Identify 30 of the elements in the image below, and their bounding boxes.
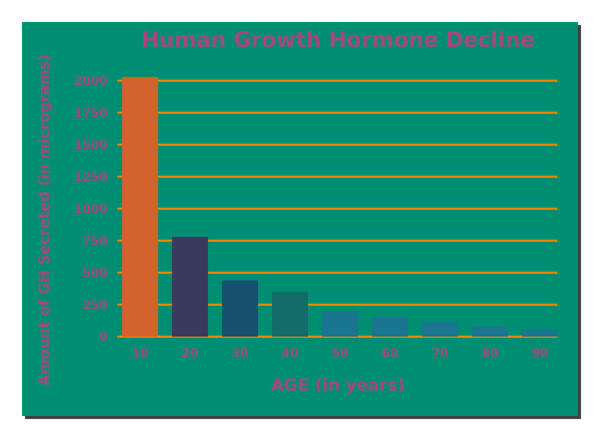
y-tick-label: 750: [83, 236, 107, 246]
y-tick-label: 2000: [75, 76, 107, 86]
y-tick-label: 1250: [75, 172, 107, 182]
bar: [222, 280, 258, 337]
x-tick-label: 30: [232, 348, 248, 358]
bar: [172, 236, 208, 337]
x-tick-label: 50: [332, 348, 348, 358]
x-tick-label: 60: [382, 348, 398, 358]
bar: [522, 330, 558, 337]
y-axis-title: Amount of GH Secreted (in micrograms): [38, 55, 52, 386]
bar: [372, 316, 408, 337]
y-tick-label: 1000: [75, 204, 107, 214]
x-axis-title: AGE (in years): [271, 378, 404, 394]
bar: [322, 311, 358, 337]
x-tick-label: 80: [482, 348, 498, 358]
bar: [272, 292, 308, 337]
x-tick-label: 10: [133, 348, 148, 358]
y-tick-label: 500: [83, 268, 107, 278]
x-tick-label: 90: [532, 348, 548, 358]
y-tick-label: 1750: [75, 108, 107, 118]
x-tick-label: 70: [432, 348, 448, 358]
y-tick-label: 0: [100, 332, 107, 342]
x-tick-label: 20: [182, 348, 198, 358]
x-tick-label: 40: [282, 348, 298, 358]
bar: [422, 322, 458, 337]
bar: [472, 326, 508, 337]
bar: [122, 76, 158, 337]
y-tick-label: 250: [83, 300, 107, 310]
chart-title: Human Growth Hormone Decline: [143, 30, 534, 48]
y-tick-label: 1500: [75, 140, 107, 150]
